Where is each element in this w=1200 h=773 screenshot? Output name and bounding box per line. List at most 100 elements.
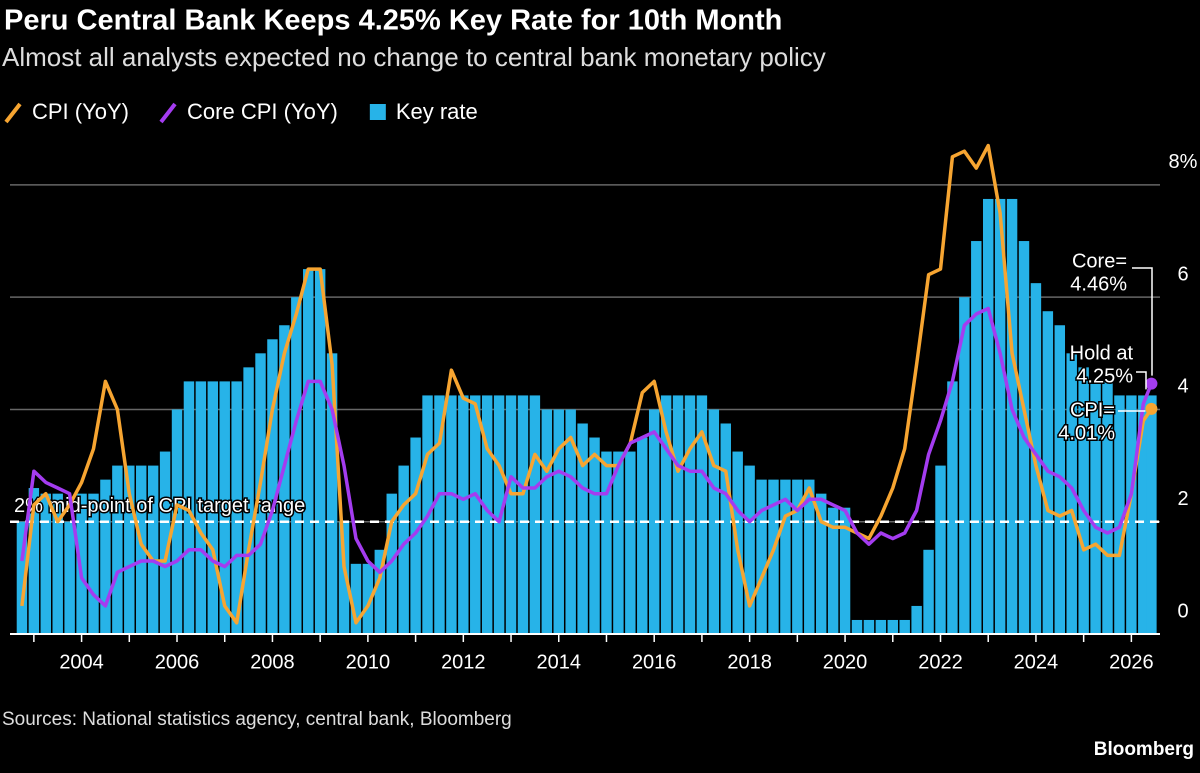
bar <box>338 521 350 634</box>
bar <box>434 395 445 634</box>
bar <box>279 325 290 634</box>
bar <box>660 395 672 634</box>
chart-subtitle: Almost all analysts expected no change t… <box>2 42 826 72</box>
bar <box>994 198 1006 634</box>
bar <box>374 549 386 634</box>
bar <box>875 619 887 634</box>
bar <box>446 395 457 634</box>
x-tick-label: 2014 <box>537 651 582 673</box>
bar <box>470 395 481 634</box>
bar <box>577 423 588 634</box>
bar <box>744 465 755 634</box>
bar <box>243 367 254 634</box>
bar <box>684 395 696 634</box>
bar <box>100 479 111 634</box>
x-tick-label: 2010 <box>346 651 391 673</box>
bar <box>959 297 970 634</box>
legend-label: Key rate <box>396 99 478 124</box>
annotation: 4.46% <box>1070 273 1127 295</box>
bar <box>589 437 600 634</box>
x-tick-label: 2006 <box>155 651 200 673</box>
bar <box>398 465 409 634</box>
bar <box>219 381 230 634</box>
bar <box>637 437 648 634</box>
bar <box>207 381 219 634</box>
bar <box>124 465 135 634</box>
bar <box>386 493 397 634</box>
leader <box>1136 371 1147 390</box>
bar <box>458 395 469 634</box>
y-tick-label: 6 <box>1177 263 1188 285</box>
y-tick-label: 2 <box>1177 488 1188 510</box>
bar <box>517 395 529 634</box>
x-tick-label: 2008 <box>250 651 295 673</box>
bar <box>839 507 851 634</box>
bar <box>303 269 314 634</box>
bar <box>625 451 636 634</box>
line <box>20 306 1154 608</box>
bar <box>983 198 994 634</box>
bar <box>1146 395 1157 634</box>
x-tick-label: 2020 <box>823 651 868 673</box>
bar <box>827 507 839 634</box>
end-dot <box>1145 402 1158 415</box>
bar <box>923 549 934 634</box>
bar <box>696 395 708 634</box>
bar <box>52 493 63 634</box>
bar <box>708 409 720 634</box>
bar <box>267 339 278 634</box>
bar <box>136 465 147 634</box>
bar <box>112 465 123 634</box>
bar <box>648 409 660 634</box>
bar <box>314 269 326 634</box>
bar <box>863 619 875 634</box>
chart-title: Peru Central Bank Keeps 4.25% Key Rate f… <box>4 5 782 37</box>
bar <box>947 381 958 634</box>
x-tick-label: 2004 <box>59 651 104 673</box>
bar <box>362 563 374 634</box>
bar <box>613 451 624 634</box>
bar <box>899 619 910 634</box>
bar <box>505 395 517 634</box>
legend-swatch <box>4 102 22 124</box>
annotation: 4.01% <box>1058 422 1115 444</box>
annotation: Hold at <box>1070 342 1134 364</box>
source: Sources: National statistics agency, cen… <box>2 709 512 730</box>
bar <box>88 493 99 634</box>
annotation: CPI= <box>1070 399 1115 421</box>
y-tick-label: 8% <box>1169 151 1198 173</box>
bar <box>493 395 505 634</box>
bar <box>1066 353 1077 634</box>
bar <box>815 493 827 634</box>
bar <box>291 297 302 634</box>
legend-swatch <box>369 104 386 120</box>
x-tick-label: 2022 <box>918 651 963 673</box>
brand: Bloomberg <box>1094 739 1194 760</box>
bar <box>768 479 779 634</box>
bar <box>28 488 40 634</box>
bar <box>255 353 266 634</box>
bar <box>601 451 612 634</box>
line <box>20 143 1153 625</box>
bar <box>76 493 87 634</box>
bar <box>183 381 195 634</box>
bar <box>350 563 362 634</box>
legend-label: Core CPI (YoY) <box>187 99 338 124</box>
bar <box>792 479 803 634</box>
bar <box>851 619 863 634</box>
annotation: 4.25% <box>1076 365 1133 387</box>
bar <box>195 381 207 634</box>
bar <box>756 479 767 634</box>
x-tick-label: 2016 <box>632 651 677 673</box>
bar <box>159 451 171 634</box>
bar <box>971 241 982 634</box>
bar <box>326 353 338 634</box>
leader <box>1132 267 1153 376</box>
bar <box>804 479 815 634</box>
legend-label: CPI (YoY) <box>32 99 129 124</box>
bar <box>1078 367 1089 634</box>
bar <box>231 381 242 634</box>
x-tick-label: 2024 <box>1014 651 1059 673</box>
